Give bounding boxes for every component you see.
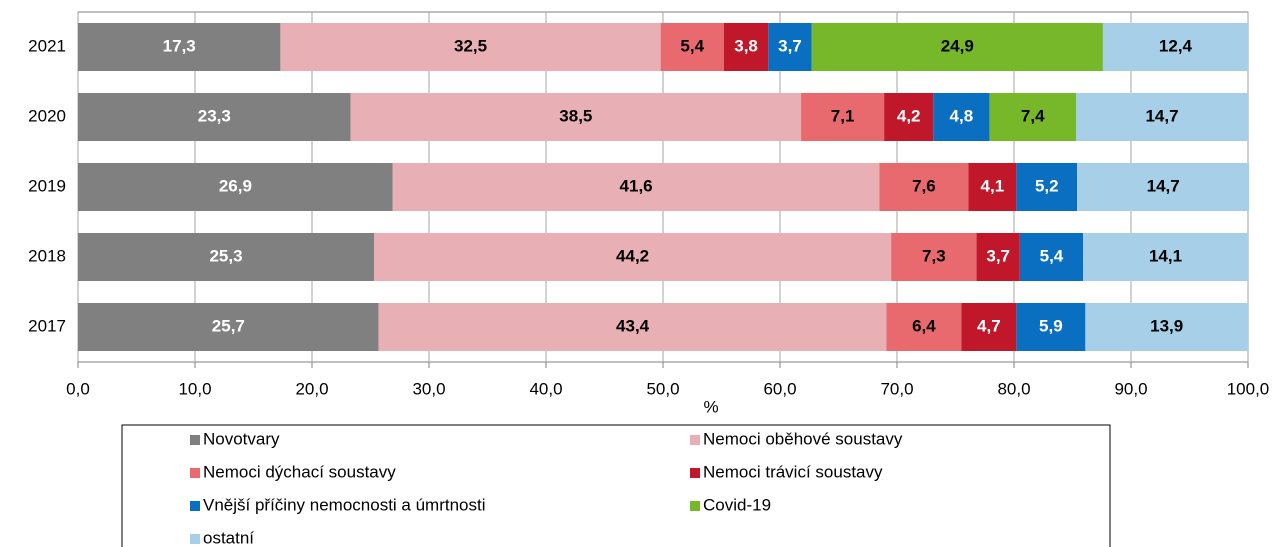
bar-segment	[989, 93, 1077, 141]
legend-label: ostatní	[203, 528, 254, 547]
bar-segment	[374, 233, 892, 281]
bar-segment	[968, 163, 1017, 211]
bar-segment	[1102, 23, 1248, 71]
legend-swatch	[690, 468, 700, 478]
data-label: 17,3	[163, 36, 196, 55]
data-label: 5,2	[1035, 176, 1059, 195]
data-label: 23,3	[198, 106, 231, 125]
data-label: 5,4	[680, 36, 704, 55]
x-tick-label: 90,0	[1114, 379, 1147, 398]
bar-segment	[78, 303, 379, 351]
data-label: 32,5	[454, 36, 487, 55]
data-label: 25,7	[212, 316, 245, 335]
data-label: 44,2	[616, 246, 649, 265]
x-tick-label: 80,0	[997, 379, 1030, 398]
y-tick-label: 2020	[28, 106, 66, 125]
data-label: 7,6	[912, 176, 936, 195]
x-tick-label: 60,0	[763, 379, 796, 398]
x-tick-label: 50,0	[646, 379, 679, 398]
legend-label: Vnější příčiny nemocnosti a úmrtnosti	[203, 495, 486, 514]
data-label: 12,4	[1159, 36, 1193, 55]
x-tick-label: 0,0	[66, 379, 90, 398]
x-tick-label: 100,0	[1227, 379, 1270, 398]
data-label: 7,3	[922, 246, 946, 265]
bar-segment	[933, 93, 990, 141]
legend-label: Nemoci trávicí soustavy	[703, 462, 883, 481]
legend-swatch	[190, 501, 200, 511]
legend-label: Nemoci oběhové soustavy	[703, 429, 903, 448]
data-label: 3,7	[986, 246, 1010, 265]
data-label: 25,3	[209, 246, 242, 265]
x-tick-label: 20,0	[295, 379, 328, 398]
bar-segment	[768, 23, 812, 71]
data-label: 3,8	[734, 36, 758, 55]
data-label: 7,1	[831, 106, 855, 125]
legend-swatch	[690, 501, 700, 511]
data-label: 13,9	[1150, 316, 1183, 335]
data-label: 14,7	[1145, 106, 1178, 125]
bar-segment	[78, 23, 281, 71]
data-label: 14,7	[1147, 176, 1180, 195]
bar-segment	[891, 233, 977, 281]
bar-segment	[280, 23, 661, 71]
y-tick-label: 2018	[28, 246, 66, 265]
bar-segment	[1083, 233, 1248, 281]
bar-segment	[1016, 303, 1086, 351]
bar-segment	[1016, 163, 1078, 211]
data-label: 14,1	[1149, 246, 1182, 265]
bar-segment	[1085, 303, 1248, 351]
legend-swatch	[690, 435, 700, 445]
bar-segment	[961, 303, 1017, 351]
y-tick-label: 2019	[28, 176, 66, 195]
bar-segment	[884, 93, 934, 141]
bar-segment	[392, 163, 880, 211]
legend-label: Novotvary	[203, 429, 280, 448]
bar-segment	[886, 303, 962, 351]
data-label: 7,4	[1021, 106, 1045, 125]
data-label: 3,7	[778, 36, 802, 55]
data-label: 4,7	[977, 316, 1001, 335]
bar-segment	[378, 303, 887, 351]
data-label: 4,1	[981, 176, 1005, 195]
legend-swatch	[190, 468, 200, 478]
legend-swatch	[190, 534, 200, 544]
x-axis-label: %	[703, 397, 718, 416]
legend-box	[121, 424, 1111, 547]
data-label: 6,4	[912, 316, 936, 335]
y-tick-label: 2017	[28, 316, 66, 335]
data-label: 5,4	[1040, 246, 1064, 265]
bar-segment	[879, 163, 969, 211]
bar-segment	[723, 23, 769, 71]
x-tick-label: 30,0	[412, 379, 445, 398]
x-tick-label: 10,0	[178, 379, 211, 398]
bar-segment	[811, 23, 1103, 71]
bar-segment	[78, 93, 351, 141]
bar-segment	[78, 233, 375, 281]
bar-segment	[1076, 93, 1248, 141]
bar-segment	[1019, 233, 1084, 281]
data-label: 24,9	[941, 36, 974, 55]
data-label: 4,2	[897, 106, 921, 125]
data-label: 4,8	[950, 106, 974, 125]
bar-segment	[660, 23, 724, 71]
x-tick-label: 40,0	[529, 379, 562, 398]
bar-segment	[1077, 163, 1250, 211]
data-label: 43,4	[616, 316, 650, 335]
data-label: 38,5	[559, 106, 592, 125]
data-label: 41,6	[620, 176, 653, 195]
legend-label: Nemoci dýchací soustavy	[203, 462, 396, 481]
data-label: 5,9	[1039, 316, 1063, 335]
legend-label: Covid-19	[703, 495, 771, 514]
y-tick-label: 2021	[28, 36, 66, 55]
legend-swatch	[190, 435, 200, 445]
data-label: 26,9	[219, 176, 252, 195]
bar-segment	[801, 93, 885, 141]
bar-segment	[350, 93, 802, 141]
bar-segment	[78, 163, 393, 211]
bar-segment	[976, 233, 1020, 281]
x-tick-label: 70,0	[880, 379, 913, 398]
